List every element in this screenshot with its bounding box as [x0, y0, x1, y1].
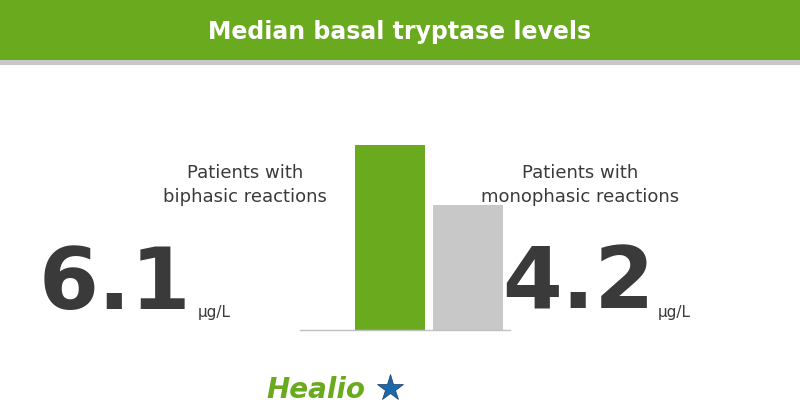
Text: Patients with
biphasic reactions: Patients with biphasic reactions: [163, 163, 327, 207]
Text: 6.1: 6.1: [38, 244, 191, 326]
Text: μg/L: μg/L: [198, 304, 231, 320]
Text: Healio: Healio: [266, 376, 365, 404]
Bar: [0, 60, 800, 65]
Bar: [355, 145, 425, 330]
Text: Median basal tryptase levels: Median basal tryptase levels: [209, 20, 591, 44]
Text: Patients with
monophasic reactions: Patients with monophasic reactions: [481, 163, 679, 207]
Text: μg/L: μg/L: [658, 304, 691, 320]
Text: 4.2: 4.2: [502, 244, 654, 326]
Bar: [433, 205, 503, 330]
Bar: [0, 0, 800, 60]
